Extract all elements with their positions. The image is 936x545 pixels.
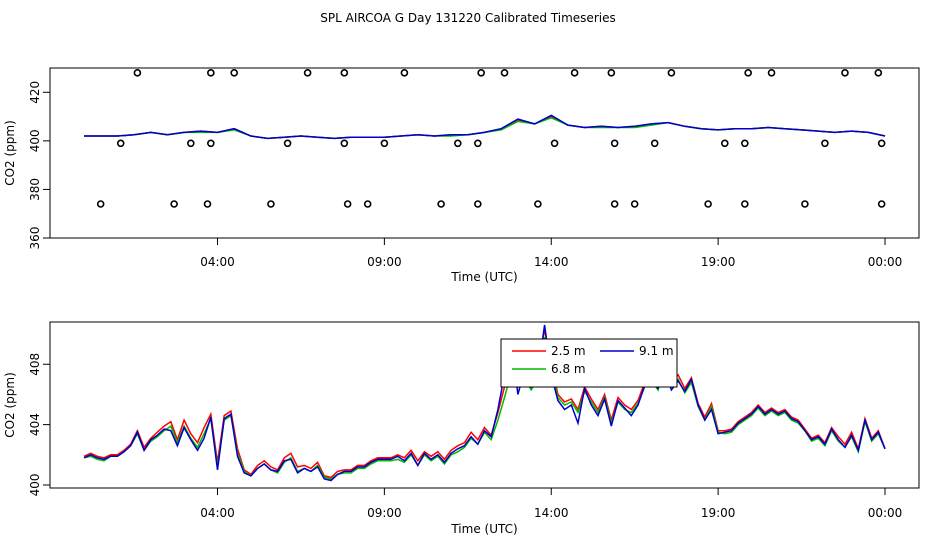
legend-label: 2.5 m (551, 344, 586, 358)
x-tick-label: 00:00 (868, 506, 903, 520)
y-tick-label: 380 (28, 178, 42, 201)
data-point (607, 69, 616, 77)
data-point (230, 69, 238, 77)
data-point (610, 139, 619, 148)
y-tick-label: 408 (28, 353, 42, 376)
plot-frame (49, 321, 920, 489)
data-point (821, 139, 829, 148)
data-point (877, 139, 886, 148)
data-point (477, 69, 485, 77)
legend-label: 9.1 m (639, 344, 674, 358)
legend-label: 6.8 m (551, 362, 586, 376)
data-point (96, 200, 105, 208)
data-point (170, 200, 178, 208)
data-point (801, 200, 809, 208)
data-point (474, 139, 482, 148)
legend-box (500, 338, 678, 388)
data-point (363, 200, 372, 208)
x-tick-label: 09:00 (367, 506, 402, 520)
data-point (570, 69, 579, 77)
x-tick-label: 00:00 (868, 255, 903, 269)
data-point (534, 200, 542, 208)
data-point (841, 69, 849, 77)
data-point (203, 200, 212, 208)
chart-title: SPL AIRCOA G Day 131220 Calibrated Times… (320, 11, 615, 25)
data-point (207, 139, 215, 148)
data-point (704, 200, 712, 208)
plot-frame (49, 67, 920, 239)
data-point (207, 69, 215, 77)
x-tick-label: 14:00 (534, 506, 569, 520)
y-tick-label: 360 (28, 227, 42, 250)
data-point (283, 139, 292, 148)
bottom-panel: 04:00 09:00 14:00 19:00 00:00 400 404 408 Time (… (3, 321, 920, 536)
y-tick-label: 400 (28, 129, 42, 152)
y-axis-label: CO2 (ppm) (3, 372, 17, 438)
data-point (453, 139, 462, 148)
data-point (741, 200, 749, 208)
data-point (340, 139, 349, 148)
series-line-91m (83, 324, 886, 482)
data-point (187, 139, 195, 148)
data-point (550, 139, 559, 148)
data-point (630, 200, 639, 208)
x-tick-label: 04:00 (200, 255, 235, 269)
x-axis-label: Time (UTC) (450, 522, 517, 536)
data-point (741, 139, 749, 148)
data-point (437, 200, 445, 208)
x-tick-label: 14:00 (534, 255, 569, 269)
data-point (267, 200, 275, 208)
data-point (720, 139, 729, 148)
data-point (877, 200, 886, 208)
data-point (650, 139, 659, 148)
data-point (380, 139, 389, 148)
y-tick-label: 420 (28, 81, 42, 104)
x-tick-label: 19:00 (701, 506, 736, 520)
x-axis-label: Time (UTC) (450, 270, 517, 284)
data-point (303, 69, 312, 77)
data-point (474, 200, 482, 208)
data-point (744, 69, 752, 77)
series-line-25m (83, 329, 886, 479)
data-point (400, 69, 409, 77)
data-point (343, 200, 352, 208)
data-point (133, 69, 142, 77)
data-point (874, 69, 883, 77)
x-tick-label: 19:00 (701, 255, 736, 269)
top-panel: 04:00 09:00 14:00 19:00 00:00 360 380 400 420 Tim… (3, 67, 920, 284)
x-tick-label: 04:00 (200, 506, 235, 520)
data-point (500, 69, 509, 77)
data-point (116, 139, 125, 148)
data-point (667, 69, 676, 77)
legend: 2.5 m 6.8 m 9.1 m (500, 338, 678, 388)
series-line-68m (83, 336, 886, 480)
data-point (767, 69, 776, 77)
data-point (610, 200, 619, 208)
y-tick-label: 404 (28, 413, 42, 436)
y-axis-label: CO2 (ppm) (3, 120, 17, 186)
x-tick-label: 09:00 (367, 255, 402, 269)
y-tick-label: 400 (28, 474, 42, 497)
data-point (340, 69, 349, 77)
series-line (84, 114, 886, 140)
